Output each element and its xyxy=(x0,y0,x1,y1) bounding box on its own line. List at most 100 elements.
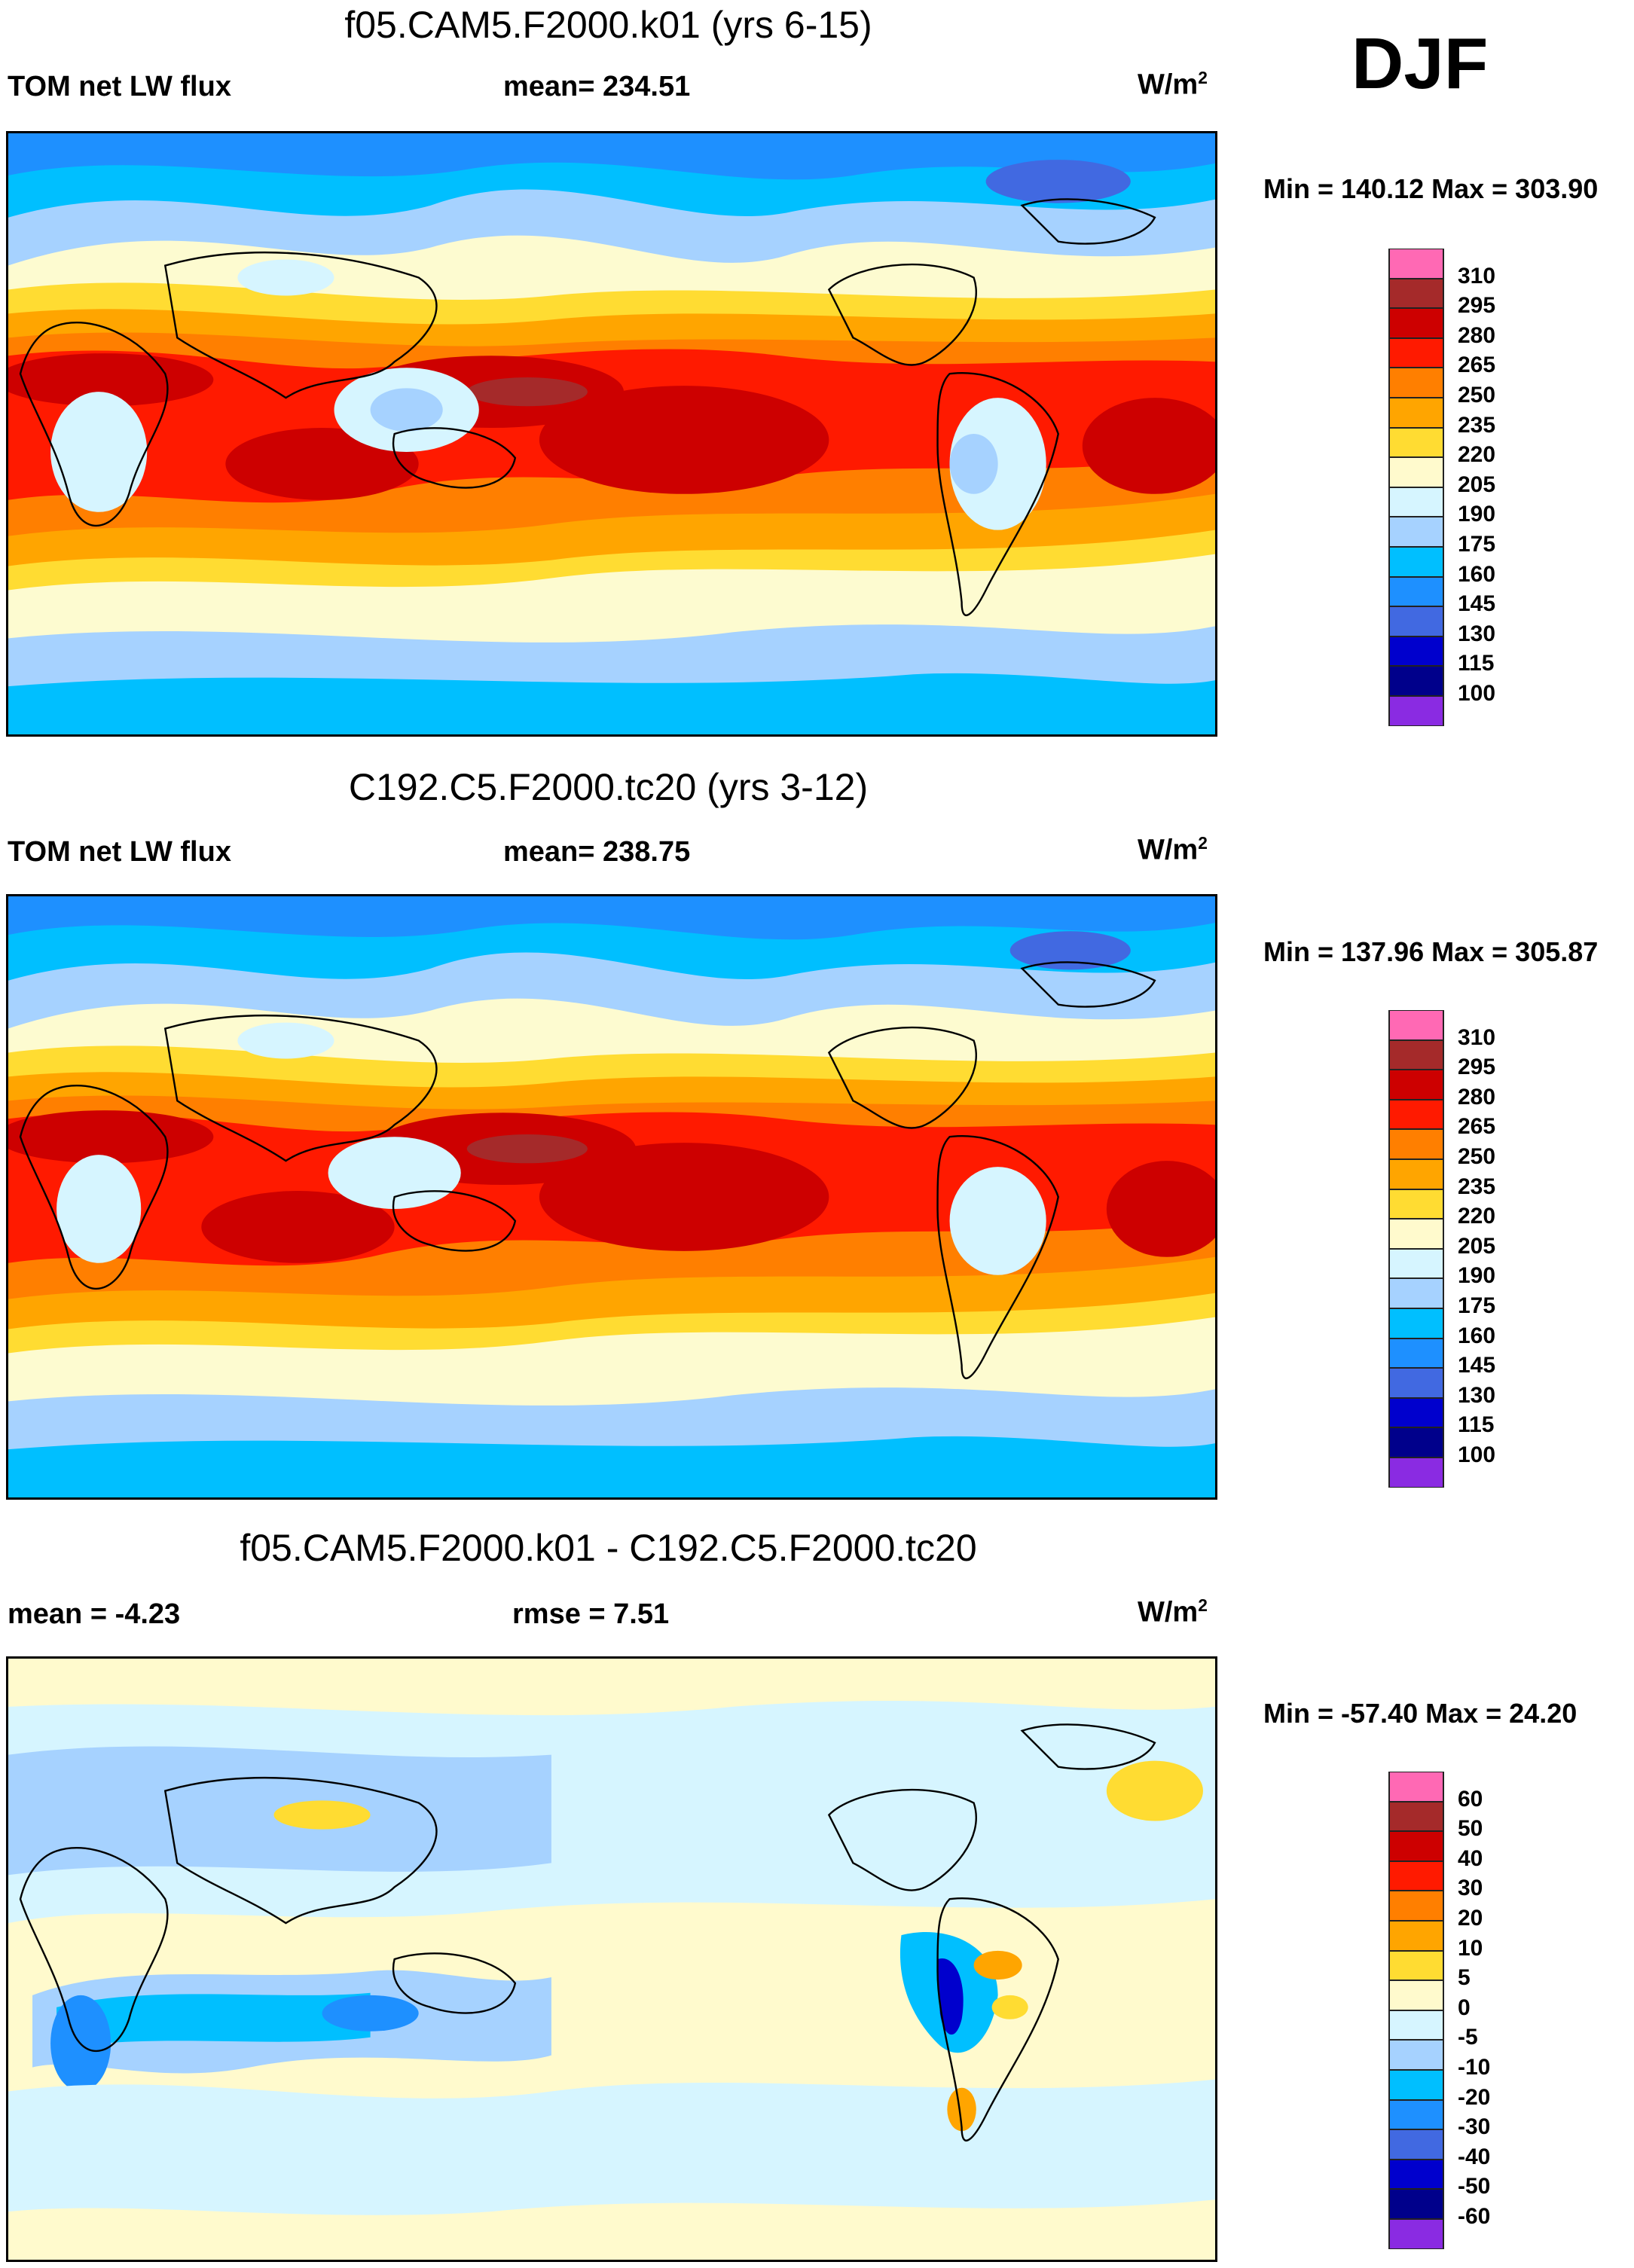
panel-2-colorbar-label: 130 xyxy=(1458,1382,1496,1408)
panel-3-colorbar-swatch xyxy=(1388,1920,1444,1951)
panel-1-colorbar-swatch xyxy=(1388,397,1444,428)
panel-2-colorbar-label: 190 xyxy=(1458,1263,1496,1289)
panel-1-colorbar-swatch xyxy=(1388,368,1444,398)
panel-3-colorbar-label: 0 xyxy=(1458,1995,1471,2020)
panel-3-colorbar-swatch xyxy=(1388,1831,1444,1861)
panel-3-colorbar-label: -30 xyxy=(1458,2114,1491,2140)
panel-1-colorbar-swatch xyxy=(1388,487,1444,517)
panel-1-colorbar xyxy=(1388,249,1444,726)
panel-2-colorbar-swatch xyxy=(1388,1010,1444,1040)
panel-3-colorbar xyxy=(1388,1772,1444,2249)
season-label: DJF xyxy=(1351,23,1489,104)
panel-2-colorbar-label: 295 xyxy=(1458,1055,1496,1080)
panel-2-title: C192.C5.F2000.tc20 (yrs 3-12) xyxy=(348,766,869,808)
panel-1-colorbar-swatch xyxy=(1388,576,1444,607)
panel-2-colorbar-label: 220 xyxy=(1458,1204,1496,1229)
panel-1-colorbar-label: 220 xyxy=(1458,442,1496,468)
panel-1-colorbar-label: 145 xyxy=(1458,591,1496,617)
panel-1-colorbar-label: 295 xyxy=(1458,293,1496,319)
panel-3-colorbar-label: 30 xyxy=(1458,1876,1483,1901)
panel-1-colorbar-label: 100 xyxy=(1458,681,1496,706)
panel-2-contour-map xyxy=(8,896,1215,1497)
panel-2-colorbar-label: 205 xyxy=(1458,1233,1496,1259)
panel-1-map xyxy=(6,131,1217,737)
panel-2-minmax: Min = 137.96 Max = 305.87 xyxy=(1263,936,1599,967)
panel-2-colorbar-swatch xyxy=(1388,1308,1444,1339)
panel-3-colorbar-label: 10 xyxy=(1458,1935,1483,1961)
panel-1-colorbar-swatch xyxy=(1388,337,1444,368)
panel-3-colorbar-swatch xyxy=(1388,1860,1444,1891)
panel-2-colorbar-swatch xyxy=(1388,1129,1444,1159)
panel-3-colorbar-swatch xyxy=(1388,1772,1444,1802)
panel-3-colorbar-swatch xyxy=(1388,2129,1444,2160)
panel-2-mean-label: mean= 238.75 xyxy=(503,836,691,868)
panel-2-colorbar-swatch xyxy=(1388,1368,1444,1398)
panel-2-colorbar-swatch xyxy=(1388,1397,1444,1428)
panel-1-colorbar-label: 250 xyxy=(1458,383,1496,408)
panel-3-colorbar-swatch xyxy=(1388,1801,1444,1832)
panel-1-colorbar-label: 280 xyxy=(1458,322,1496,348)
panel-2-variable-label: TOM net LW flux xyxy=(8,836,231,868)
panel-3-colorbar-label: 5 xyxy=(1458,1965,1471,1991)
panel-1-title: f05.CAM5.F2000.k01 (yrs 6-15) xyxy=(344,4,872,46)
panel-2-colorbar-swatch xyxy=(1388,1099,1444,1130)
panel-3-mean-label: mean = -4.23 xyxy=(8,1598,181,1630)
panel-3-colorbar-label: 40 xyxy=(1458,1845,1483,1871)
panel-1-contour-map xyxy=(8,133,1215,734)
panel-2-colorbar-label: 160 xyxy=(1458,1323,1496,1348)
panel-1-colorbar-label: 115 xyxy=(1458,651,1495,676)
panel-3-colorbar-swatch xyxy=(1388,1980,1444,2010)
panel-3-colorbar-label: -5 xyxy=(1458,2025,1478,2050)
panel-3-colorbar-swatch xyxy=(1388,2159,1444,2190)
panel-2-colorbar-swatch xyxy=(1388,1039,1444,1070)
panel-1-colorbar-label: 190 xyxy=(1458,502,1496,527)
panel-2-colorbar-label: 310 xyxy=(1458,1024,1496,1050)
panel-1-colorbar-label: 160 xyxy=(1458,561,1496,587)
panel-1-minmax: Min = 140.12 Max = 303.90 xyxy=(1263,173,1599,204)
panel-1-variable-label: TOM net LW flux xyxy=(8,71,231,102)
panel-3-colorbar-swatch xyxy=(1388,2099,1444,2130)
panel-1-colorbar-swatch xyxy=(1388,546,1444,577)
panel-1-colorbar-label: 205 xyxy=(1458,472,1496,497)
panel-2-colorbar-swatch xyxy=(1388,1219,1444,1249)
panel-1-units: W/m2 xyxy=(1138,68,1208,101)
panel-3-colorbar-label: 60 xyxy=(1458,1786,1483,1812)
panel-3-rmse-label: rmse = 7.51 xyxy=(512,1598,670,1630)
panel-3-minmax: Min = -57.40 Max = 24.20 xyxy=(1263,1698,1577,1729)
panel-1-colorbar-label: 130 xyxy=(1458,621,1496,646)
panel-2-colorbar-swatch xyxy=(1388,1278,1444,1308)
panel-3-title: f05.CAM5.F2000.k01 - C192.C5.F2000.tc20 xyxy=(240,1527,977,1569)
panel-3-map xyxy=(6,1656,1217,2262)
panel-3-colorbar-label: 50 xyxy=(1458,1816,1483,1842)
panel-2-colorbar-label: 265 xyxy=(1458,1114,1496,1140)
panel-1-colorbar-swatch xyxy=(1388,666,1444,696)
panel-2-colorbar-swatch xyxy=(1388,1189,1444,1219)
panel-3-colorbar-swatch xyxy=(1388,2010,1444,2041)
panel-3-colorbar-label: -50 xyxy=(1458,2174,1491,2199)
panel-3-colorbar-swatch xyxy=(1388,2040,1444,2070)
panel-2-colorbar-swatch xyxy=(1388,1338,1444,1369)
panel-2-colorbar-label: 175 xyxy=(1458,1293,1496,1318)
panel-3-colorbar-swatch xyxy=(1388,2218,1444,2249)
panel-1-colorbar-swatch xyxy=(1388,517,1444,547)
panel-1-colorbar-swatch xyxy=(1388,606,1444,636)
panel-2-map xyxy=(6,894,1217,1500)
panel-2-colorbar-swatch xyxy=(1388,1457,1444,1488)
panel-3-colorbar-label: -20 xyxy=(1458,2084,1491,2110)
panel-1-colorbar-swatch xyxy=(1388,308,1444,338)
panel-2-colorbar-swatch xyxy=(1388,1248,1444,1279)
panel-2-colorbar-label: 115 xyxy=(1458,1412,1495,1438)
panel-3-contour-map xyxy=(8,1659,1215,2260)
panel-2-colorbar xyxy=(1388,1010,1444,1488)
panel-2-units: W/m2 xyxy=(1138,833,1208,866)
panel-1-colorbar-label: 235 xyxy=(1458,412,1496,438)
panel-1-colorbar-swatch xyxy=(1388,278,1444,309)
panel-3-units: W/m2 xyxy=(1138,1595,1208,1629)
panel-3-colorbar-swatch xyxy=(1388,2189,1444,2219)
panel-2-colorbar-label: 250 xyxy=(1458,1144,1496,1169)
panel-2-colorbar-label: 100 xyxy=(1458,1442,1496,1467)
panel-1-colorbar-swatch xyxy=(1388,427,1444,458)
panel-1-colorbar-swatch xyxy=(1388,695,1444,726)
panel-2-colorbar-swatch xyxy=(1388,1427,1444,1458)
panel-3-colorbar-swatch xyxy=(1388,1891,1444,1921)
